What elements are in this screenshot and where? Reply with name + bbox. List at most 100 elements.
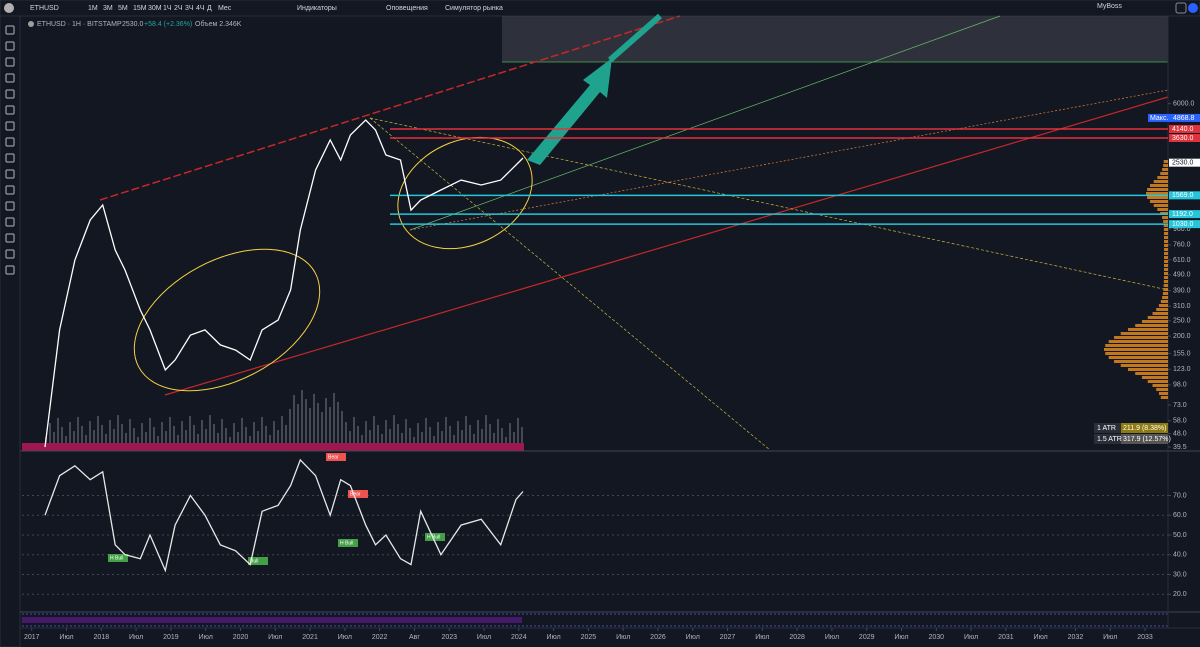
- volume-bar: [193, 425, 195, 443]
- tool-icon[interactable]: [5, 73, 15, 83]
- volume-bar: [521, 427, 523, 443]
- volume-bar: [313, 394, 315, 443]
- volume-bar: [477, 420, 479, 443]
- interval[interactable]: 2Ч: [174, 5, 183, 12]
- trend-line: [409, 15, 1001, 231]
- profile-bar: [1163, 288, 1168, 291]
- y-tick-label: 30.0: [1173, 571, 1187, 578]
- tool-icon[interactable]: [5, 105, 15, 115]
- volume-bar: [409, 428, 411, 443]
- tool-icon[interactable]: [5, 169, 15, 179]
- profile-bar: [1153, 180, 1168, 183]
- profile-bar: [1163, 268, 1168, 271]
- volume-bar: [245, 427, 247, 443]
- volume-bar: [277, 430, 279, 443]
- profile-bar: [1156, 308, 1168, 311]
- x-tick-label: Июл: [964, 634, 978, 641]
- volume-bar: [117, 415, 119, 443]
- interval[interactable]: Мес: [218, 5, 232, 12]
- tool-icon[interactable]: [5, 249, 15, 259]
- x-tick-label: Июл: [825, 634, 839, 641]
- volume-bar: [261, 417, 263, 443]
- signal-badge: [338, 539, 358, 547]
- tool-icon[interactable]: [5, 217, 15, 227]
- profile-bar: [1163, 244, 1168, 247]
- profile-bar: [1158, 304, 1168, 307]
- replay-button[interactable]: Симулятор рынка: [445, 5, 503, 12]
- profile-bar: [1163, 248, 1168, 251]
- tool-icon[interactable]: [5, 89, 15, 99]
- signal-label: H Bull: [340, 540, 353, 546]
- profile-bar: [1152, 312, 1168, 315]
- avatar[interactable]: [4, 3, 14, 13]
- volume-bar: [241, 418, 243, 443]
- volume-bar: [461, 430, 463, 443]
- volume-bar: [189, 416, 191, 443]
- fullscreen-button[interactable]: [1175, 2, 1187, 14]
- x-tick-label: Июл: [546, 634, 560, 641]
- trend-line: [369, 117, 771, 451]
- volume-bar: [333, 393, 335, 443]
- profile-bar: [1108, 356, 1168, 359]
- volume-bar: [53, 432, 55, 443]
- tool-icon[interactable]: [5, 233, 15, 243]
- interval[interactable]: 15М: [133, 5, 147, 12]
- tool-icon[interactable]: [5, 265, 15, 275]
- profile-bar: [1149, 200, 1168, 203]
- signal-badge: [348, 490, 368, 498]
- tool-icon[interactable]: [5, 185, 15, 195]
- volume-bar: [89, 421, 91, 443]
- volume-bar: [205, 429, 207, 443]
- interval[interactable]: Д: [207, 5, 212, 12]
- symbol[interactable]: ETHUSD: [30, 5, 59, 12]
- volume-bar: [57, 418, 59, 443]
- volume-bar: [293, 395, 295, 443]
- tool-icon[interactable]: [5, 25, 15, 35]
- x-tick-label: 2029: [859, 634, 875, 641]
- x-tick-label: Июл: [1034, 634, 1048, 641]
- y-tick-label: 73.0: [1173, 402, 1187, 409]
- volume-bar: [389, 429, 391, 443]
- volume-bar: [309, 408, 311, 443]
- y-tick-label: 123.0: [1173, 366, 1191, 373]
- profile-bar: [1162, 292, 1168, 295]
- level-badge: [1169, 125, 1200, 134]
- interval[interactable]: 30М: [148, 5, 162, 12]
- profile-bar: [1141, 320, 1168, 323]
- tool-icon[interactable]: [5, 57, 15, 67]
- menu-button[interactable]: [1188, 3, 1198, 13]
- interval[interactable]: 1М: [88, 5, 98, 12]
- volume-bar: [221, 419, 223, 443]
- profile-bar: [1163, 220, 1168, 223]
- tool-icon[interactable]: [5, 153, 15, 163]
- alerts-button[interactable]: Оповещения: [386, 5, 428, 12]
- tool-icon[interactable]: [5, 121, 15, 131]
- user-name[interactable]: MyBoss: [1097, 3, 1122, 10]
- volume-bar: [517, 418, 519, 443]
- volume-bar: [349, 431, 351, 443]
- interval[interactable]: 3М: [103, 5, 113, 12]
- interval[interactable]: 4Ч: [196, 5, 205, 12]
- profile-bar: [1114, 360, 1168, 363]
- volume-bar: [369, 430, 371, 443]
- profile-bar: [1149, 184, 1168, 187]
- tool-icon[interactable]: [5, 137, 15, 147]
- interval[interactable]: 1Ч: [163, 5, 172, 12]
- y-tick-label: 70.0: [1173, 492, 1187, 499]
- tool-icon[interactable]: [5, 201, 15, 211]
- symbol-icon: [28, 21, 34, 27]
- level-label: 1030.0: [1172, 221, 1194, 228]
- profile-bar: [1152, 384, 1168, 387]
- volume-bar: [217, 433, 219, 443]
- interval[interactable]: 3Ч: [185, 5, 194, 12]
- profile-bar: [1120, 364, 1168, 367]
- indicators-button[interactable]: Индикаторы: [297, 5, 337, 12]
- atr-value-box: [1121, 423, 1168, 433]
- volume-bar: [181, 421, 183, 443]
- legend-price: 2530.0: [122, 21, 144, 28]
- tool-icon[interactable]: [5, 41, 15, 51]
- interval[interactable]: 5М: [118, 5, 128, 12]
- volume-bar: [493, 433, 495, 443]
- y-tick-label: 390.0: [1173, 287, 1191, 294]
- profile-bar: [1163, 256, 1168, 259]
